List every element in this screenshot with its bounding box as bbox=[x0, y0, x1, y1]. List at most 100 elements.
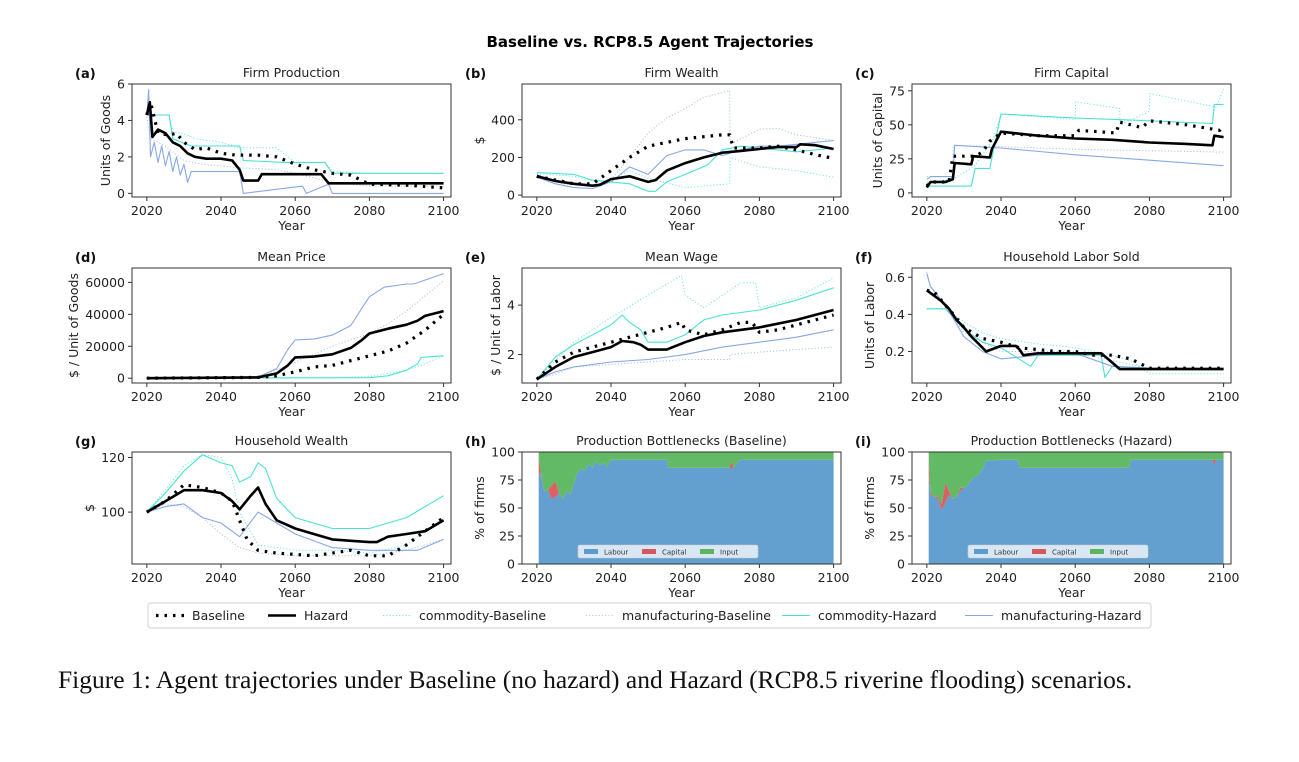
series-commodity-hazard bbox=[536, 287, 834, 380]
legend-item: commodity-Baseline bbox=[383, 608, 546, 623]
panel-h: Labour Capital Input 2020 2040 2060 2080 2100 0 2… bbox=[465, 433, 850, 600]
series-baseline bbox=[535, 313, 835, 381]
series-commodity-hazard bbox=[926, 103, 1224, 187]
x-tick-label: 2020 bbox=[521, 203, 553, 218]
x-axis-label: Year bbox=[277, 585, 305, 600]
y-tick-label: 2 bbox=[117, 149, 125, 164]
y-tick-label: 20000 bbox=[85, 339, 125, 354]
x-tick-label: 2080 bbox=[1133, 203, 1165, 218]
series-commodity-baseline bbox=[146, 454, 444, 554]
x-tick-label: 2060 bbox=[279, 389, 311, 404]
plot-area bbox=[925, 87, 1225, 189]
y-tick-label: 50 bbox=[889, 117, 905, 132]
x-tick-label: 2060 bbox=[669, 203, 701, 218]
y-tick-label: 100 bbox=[101, 505, 125, 520]
x-tick-label: 2040 bbox=[205, 203, 237, 218]
y-tick-label: 25 bbox=[499, 529, 515, 544]
legend-label: manufacturing-Hazard bbox=[1001, 608, 1142, 623]
y-axis-label: % of firms bbox=[862, 476, 877, 539]
series-baseline bbox=[926, 288, 1224, 370]
mini-legend-swatch-input bbox=[1090, 549, 1104, 554]
x-tick-label: 2100 bbox=[428, 203, 460, 218]
y-tick-label: 100 bbox=[491, 445, 515, 460]
figure-legend: Baseline Hazard commodity-Baseline manufact… bbox=[147, 602, 1152, 629]
x-tick-label: 2060 bbox=[1059, 389, 1091, 404]
x-tick-label: 2020 bbox=[911, 203, 943, 218]
x-tick-label: 2040 bbox=[595, 203, 627, 218]
x-tick-label: 2060 bbox=[669, 389, 701, 404]
x-tick-label: 2060 bbox=[1059, 203, 1091, 218]
legend-label: Hazard bbox=[304, 608, 348, 623]
mini-legend-swatch-labour bbox=[584, 549, 598, 554]
panel-label: (b) bbox=[465, 67, 486, 82]
series-manufacturing-baseline bbox=[146, 116, 444, 187]
panel-title: Firm Capital bbox=[1034, 65, 1109, 80]
y-tick-label: 0 bbox=[507, 557, 515, 572]
series-manufacturing-hazard bbox=[146, 88, 444, 194]
y-tick-label: 0 bbox=[897, 185, 905, 200]
panel-label: (i) bbox=[855, 435, 871, 450]
x-tick-label: 2020 bbox=[521, 389, 553, 404]
x-axis-label: Year bbox=[667, 585, 695, 600]
panel-label: (c) bbox=[855, 67, 875, 82]
panel-title: Household Labor Sold bbox=[1003, 249, 1139, 264]
y-tick-label: 75 bbox=[889, 473, 905, 488]
y-axis-label: % of firms bbox=[472, 476, 487, 539]
panel-a: 2020 2040 2060 2080 2100 0 2 4 6 Firm Production (… bbox=[75, 65, 460, 233]
series-baseline bbox=[536, 133, 834, 186]
panel-d: 2020 2040 2060 2080 2100 0 20000 40000 60000 Mean… bbox=[66, 249, 460, 419]
y-tick-label: 6 bbox=[117, 77, 125, 92]
legend-item: Baseline bbox=[156, 608, 245, 623]
axes-frame bbox=[131, 451, 452, 565]
x-tick-label: 2020 bbox=[911, 389, 943, 404]
x-tick-label: 2100 bbox=[428, 570, 460, 585]
mini-legend-label: Capital bbox=[1052, 549, 1077, 557]
series-commodity-baseline bbox=[146, 114, 444, 174]
panel-label: (a) bbox=[75, 67, 96, 82]
x-tick-label: 2080 bbox=[743, 570, 775, 585]
x-axis-label: Year bbox=[277, 218, 305, 233]
axes-frame bbox=[131, 267, 452, 384]
series-commodity-baseline bbox=[536, 156, 834, 189]
x-tick-label: 2040 bbox=[985, 389, 1017, 404]
y-axis-label: Units of Capital bbox=[870, 93, 885, 189]
x-tick-label: 2040 bbox=[595, 570, 627, 585]
x-tick-label: 2040 bbox=[205, 389, 237, 404]
x-tick-label: 2040 bbox=[985, 570, 1017, 585]
mini-legend: Labour Capital Input bbox=[577, 544, 759, 559]
legend-label: manufacturing-Baseline bbox=[622, 608, 771, 623]
panel-title: Firm Production bbox=[243, 65, 340, 80]
figure-suptitle: Baseline vs. RCP8.5 Agent Trajectories bbox=[486, 33, 813, 51]
mini-legend-label: Capital bbox=[662, 549, 687, 557]
area-input bbox=[538, 452, 834, 499]
x-tick-label: 2100 bbox=[428, 389, 460, 404]
plot-area bbox=[145, 88, 444, 194]
series-commodity-baseline bbox=[926, 87, 1225, 183]
mini-legend-label: Labour bbox=[994, 549, 1018, 557]
area-labour bbox=[538, 459, 834, 564]
x-tick-label: 2100 bbox=[818, 389, 850, 404]
y-tick-label: 75 bbox=[889, 83, 905, 98]
series-commodity-hazard bbox=[146, 114, 444, 174]
x-tick-label: 2020 bbox=[521, 570, 553, 585]
legend-frame bbox=[147, 602, 1152, 629]
x-tick-label: 2020 bbox=[911, 570, 943, 585]
series-hazard bbox=[146, 486, 445, 544]
mini-legend: Labour Capital Input bbox=[967, 544, 1149, 559]
y-tick-label: 0 bbox=[117, 186, 125, 201]
y-tick-label: 0.4 bbox=[885, 307, 905, 322]
plot-area bbox=[928, 452, 1224, 564]
y-axis-label: $ bbox=[82, 504, 97, 512]
x-axis-label: Year bbox=[667, 404, 695, 419]
series-hazard bbox=[536, 308, 834, 381]
y-tick-label: 60000 bbox=[85, 275, 125, 290]
legend-label: Baseline bbox=[192, 608, 245, 623]
series-commodity-baseline bbox=[926, 308, 1224, 375]
mini-legend-swatch-input bbox=[700, 549, 714, 554]
legend-item: commodity-Hazard bbox=[782, 608, 937, 623]
legend-item: manufacturing-Hazard bbox=[965, 608, 1142, 623]
x-tick-label: 2060 bbox=[1059, 570, 1091, 585]
plot-area bbox=[536, 90, 834, 192]
x-tick-label: 2060 bbox=[669, 570, 701, 585]
mini-legend-label: Input bbox=[1110, 549, 1128, 557]
